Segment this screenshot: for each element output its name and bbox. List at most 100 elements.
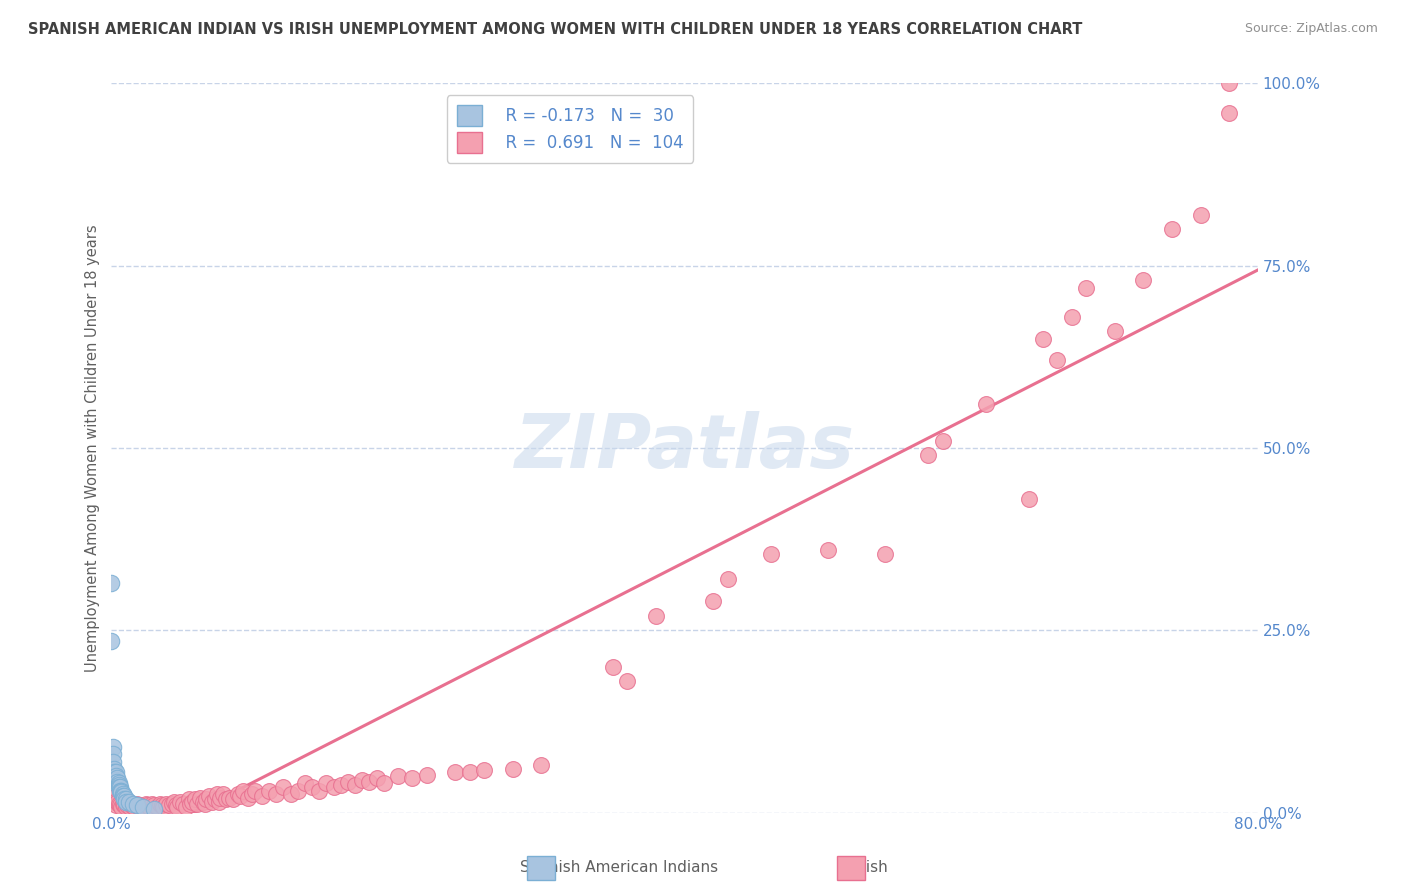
Point (105, 771, 128, 785)
Point (160, 797, 183, 811)
Point (117, 795, 139, 809)
Point (121, 798, 143, 813)
Point (1132, 273, 1154, 287)
Point (359, 775, 381, 789)
Point (1189, 208, 1212, 222)
Point (166, 799, 188, 814)
Point (138, 799, 160, 814)
Text: Spanish American Indians: Spanish American Indians (520, 861, 717, 875)
Point (115, 798, 138, 813)
Point (444, 765, 467, 780)
Point (157, 798, 180, 813)
Point (110, 783, 132, 797)
Point (1160, 222, 1182, 236)
Point (415, 767, 437, 781)
Point (817, 543, 839, 558)
Point (122, 797, 145, 811)
Point (101, 755, 124, 769)
Point (163, 795, 186, 809)
Point (188, 791, 211, 805)
Point (717, 572, 740, 586)
Point (208, 795, 231, 809)
Point (387, 769, 409, 783)
Point (287, 783, 309, 797)
Point (124, 799, 146, 814)
Point (128, 799, 150, 814)
Point (373, 776, 395, 790)
Point (165, 798, 187, 813)
Point (209, 791, 232, 805)
Point (759, 547, 782, 561)
Point (114, 799, 136, 814)
Point (129, 798, 152, 813)
Point (107, 797, 129, 811)
Text: SPANISH AMERICAN INDIAN VS IRISH UNEMPLOYMENT AMONG WOMEN WITH CHILDREN UNDER 18: SPANISH AMERICAN INDIAN VS IRISH UNEMPLO… (28, 22, 1083, 37)
Point (141, 797, 163, 811)
Point (152, 799, 174, 814)
Point (112, 789, 135, 804)
Point (172, 797, 194, 811)
Point (530, 758, 553, 772)
Point (132, 799, 155, 814)
Point (917, 448, 939, 462)
Point (1018, 491, 1040, 506)
Point (250, 789, 273, 804)
Point (132, 799, 155, 814)
Point (229, 789, 252, 804)
Point (193, 797, 215, 811)
Point (174, 799, 197, 814)
Point (108, 780, 131, 794)
Point (103, 795, 125, 809)
Point (104, 772, 127, 787)
Point (100, 791, 122, 805)
Point (207, 787, 229, 801)
Point (226, 787, 249, 801)
Point (236, 791, 259, 805)
Point (974, 397, 997, 411)
Point (114, 795, 136, 809)
Point (195, 792, 218, 806)
Point (117, 795, 139, 809)
Point (215, 792, 238, 806)
Point (472, 764, 495, 778)
Point (127, 798, 149, 813)
Point (105, 775, 128, 789)
Point (149, 797, 172, 811)
Legend:   R = -0.173   N =  30,   R =  0.691   N =  104: R = -0.173 N = 30, R = 0.691 N = 104 (447, 95, 693, 162)
Point (112, 792, 135, 806)
Point (645, 608, 668, 623)
Point (127, 797, 149, 811)
Point (602, 659, 624, 673)
Point (336, 775, 359, 789)
Point (136, 798, 159, 813)
Point (111, 789, 134, 804)
Point (107, 776, 129, 790)
Point (146, 799, 169, 814)
Point (204, 792, 226, 806)
Point (191, 795, 214, 809)
Point (875, 547, 897, 561)
Point (458, 765, 481, 780)
Point (232, 783, 254, 797)
Point (1046, 353, 1069, 368)
Point (301, 780, 323, 794)
Point (103, 762, 125, 776)
Point (502, 762, 524, 776)
Point (112, 798, 135, 813)
Point (1218, 77, 1240, 91)
Y-axis label: Unemployment Among Women with Children Under 18 years: Unemployment Among Women with Children U… (86, 224, 100, 672)
Point (179, 797, 201, 811)
Point (352, 772, 374, 787)
Point (243, 783, 266, 797)
Point (240, 787, 263, 801)
Point (212, 787, 235, 801)
Point (344, 778, 367, 792)
Point (329, 778, 352, 792)
Point (257, 783, 280, 797)
Point (107, 780, 129, 794)
Point (1218, 105, 1240, 120)
Point (322, 780, 344, 794)
Point (169, 795, 191, 809)
Point (100, 634, 122, 648)
Point (125, 798, 148, 813)
